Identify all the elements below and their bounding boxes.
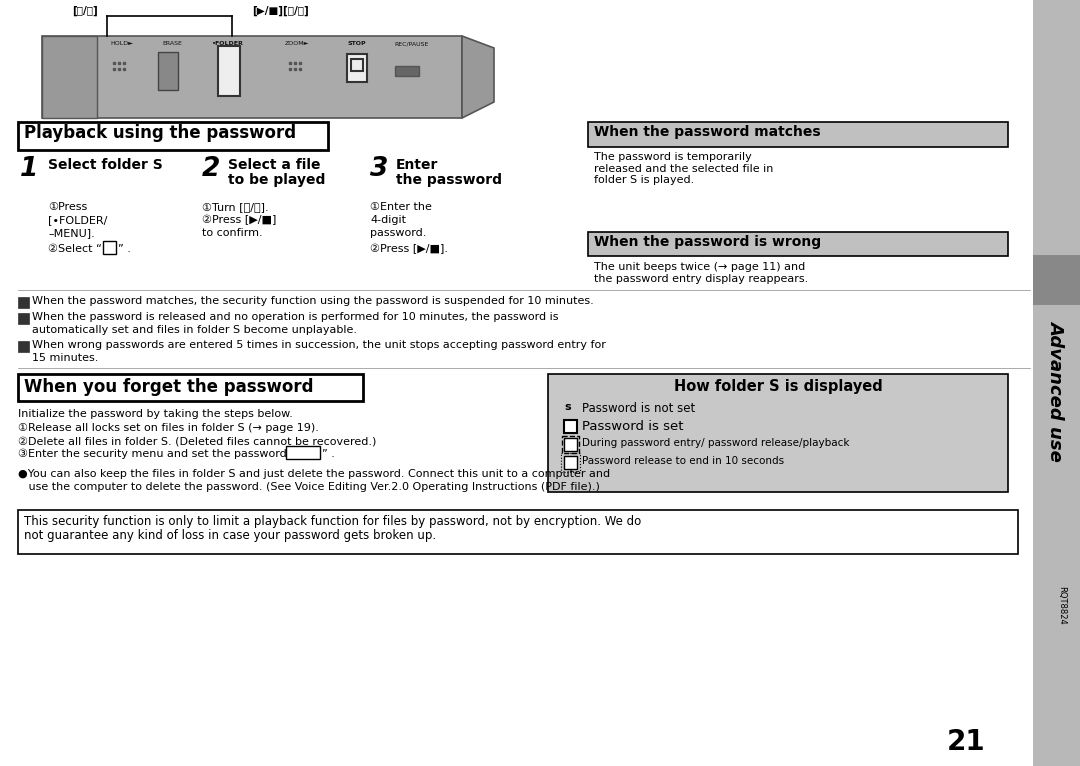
Bar (18, 297, 29, 308)
Bar (18, 374, 363, 401)
Bar (1032, 0, 1080, 766)
Text: ②Delete all files in folder S. (Deleted files cannot be recovered.): ②Delete all files in folder S. (Deleted … (18, 436, 376, 446)
Bar (18, 313, 29, 324)
Bar (18, 510, 1018, 554)
Text: !: ! (21, 342, 25, 351)
Bar (42, 36, 462, 118)
Text: ERASE: ERASE (162, 41, 181, 46)
Text: use the computer to delete the password. (See Voice Editing Ver.2.0 Operating In: use the computer to delete the password.… (18, 482, 599, 492)
Text: The unit beeps twice (→ page 11) and
the password entry display reappears.: The unit beeps twice (→ page 11) and the… (594, 262, 808, 283)
Text: Select folder S: Select folder S (48, 158, 163, 172)
Text: When the password is wrong: When the password is wrong (594, 235, 821, 249)
Text: When you forget the password: When you forget the password (24, 378, 313, 396)
Text: Advanced use: Advanced use (1047, 319, 1065, 460)
Text: •FOLDER: •FOLDER (211, 41, 243, 46)
Text: S: S (105, 242, 111, 251)
Text: 2: 2 (202, 156, 220, 182)
Text: ①Press: ①Press (48, 202, 87, 212)
Text: ③Enter the security menu and set the password as “: ③Enter the security menu and set the pas… (18, 449, 312, 460)
Text: This security function is only to limit a playback function for files by passwor: This security function is only to limit … (24, 515, 642, 528)
Text: When wrong passwords are entered 5 times in succession, the unit stops accepting: When wrong passwords are entered 5 times… (32, 340, 606, 350)
Text: the password: the password (396, 173, 502, 187)
Text: ①Release all locks set on files in folder S (→ page 19).: ①Release all locks set on files in folde… (18, 423, 319, 433)
Text: 1: 1 (21, 156, 39, 182)
Text: [▶/■][⏮/⏭]: [▶/■][⏮/⏭] (252, 6, 309, 16)
Polygon shape (462, 36, 494, 118)
Text: Initialize the password by taking the steps below.: Initialize the password by taking the st… (18, 409, 293, 419)
Text: [•FOLDER/: [•FOLDER/ (48, 215, 107, 225)
Bar (588, 232, 1008, 256)
Text: RQT8824: RQT8824 (1057, 586, 1067, 624)
Text: ①Turn [⏯/⏵].: ①Turn [⏯/⏵]. (202, 202, 269, 212)
Bar (1032, 255, 1080, 305)
Text: to confirm.: to confirm. (202, 228, 262, 238)
Bar (564, 420, 577, 433)
Text: During password entry/ password release/playback: During password entry/ password release/… (582, 438, 850, 448)
Bar (18, 341, 29, 352)
Text: Playback using the password: Playback using the password (24, 124, 296, 142)
Text: s: s (564, 402, 570, 412)
Bar (351, 59, 363, 71)
Text: REC/PAUSE: REC/PAUSE (395, 41, 429, 46)
Text: ” .: ” . (322, 449, 335, 459)
Text: STOP: STOP (348, 41, 366, 46)
Bar (564, 456, 577, 469)
Bar (42, 36, 97, 118)
Bar (18, 122, 328, 150)
Bar (564, 438, 577, 451)
Bar (561, 453, 580, 472)
Bar (347, 54, 367, 82)
Text: ●You can also keep the files in folder S and just delete the password. Connect t: ●You can also keep the files in folder S… (18, 469, 610, 479)
Text: ” .: ” . (118, 244, 131, 254)
Text: When the password matches: When the password matches (594, 125, 821, 139)
Text: S: S (566, 421, 573, 431)
Text: ②Select “: ②Select “ (48, 244, 102, 254)
Bar (158, 52, 178, 90)
Text: to be played: to be played (228, 173, 325, 187)
Text: Enter: Enter (396, 158, 438, 172)
Text: Password is not set: Password is not set (582, 402, 696, 415)
Bar (218, 46, 240, 96)
Bar (588, 122, 1008, 147)
Text: password.: password. (370, 228, 427, 238)
Text: When the password is released and no operation is performed for 10 minutes, the : When the password is released and no ope… (32, 312, 558, 322)
Text: Password release to end in 10 seconds: Password release to end in 10 seconds (582, 456, 784, 466)
Bar (286, 446, 320, 459)
Bar (562, 436, 579, 453)
Text: –MENU].: –MENU]. (48, 228, 95, 238)
Text: ②Press [▶/■]: ②Press [▶/■] (202, 215, 276, 225)
Text: ②Press [▶/■].: ②Press [▶/■]. (370, 244, 448, 254)
Text: automatically set and files in folder S become unplayable.: automatically set and files in folder S … (32, 325, 357, 335)
Text: 21: 21 (946, 728, 985, 756)
Text: ZOOM►: ZOOM► (285, 41, 309, 46)
Text: 3: 3 (370, 156, 389, 182)
Text: !: ! (21, 313, 25, 322)
Text: S: S (566, 439, 573, 449)
Text: How folder S is displayed: How folder S is displayed (674, 379, 882, 394)
Text: !: ! (21, 297, 25, 306)
Text: 15 minutes.: 15 minutes. (32, 353, 98, 363)
Text: HOLD►: HOLD► (110, 41, 134, 46)
Text: Select a file: Select a file (228, 158, 321, 172)
Text: The password is temporarily
released and the selected file in
folder S is played: The password is temporarily released and… (594, 152, 773, 185)
Text: When the password matches, the security function using the password is suspended: When the password matches, the security … (32, 296, 594, 306)
Text: [⏯/⏵]: [⏯/⏵] (72, 6, 98, 16)
Bar (395, 66, 419, 76)
Text: Password is set: Password is set (582, 420, 684, 433)
Text: not guarantee any kind of loss in case your password gets broken up.: not guarantee any kind of loss in case y… (24, 529, 436, 542)
Text: 4-digit: 4-digit (370, 215, 406, 225)
Text: OFF: OFF (289, 447, 312, 457)
Bar (548, 374, 1008, 492)
Text: ①Enter the: ①Enter the (370, 202, 432, 212)
Text: S: S (566, 457, 573, 467)
Bar (103, 241, 116, 254)
